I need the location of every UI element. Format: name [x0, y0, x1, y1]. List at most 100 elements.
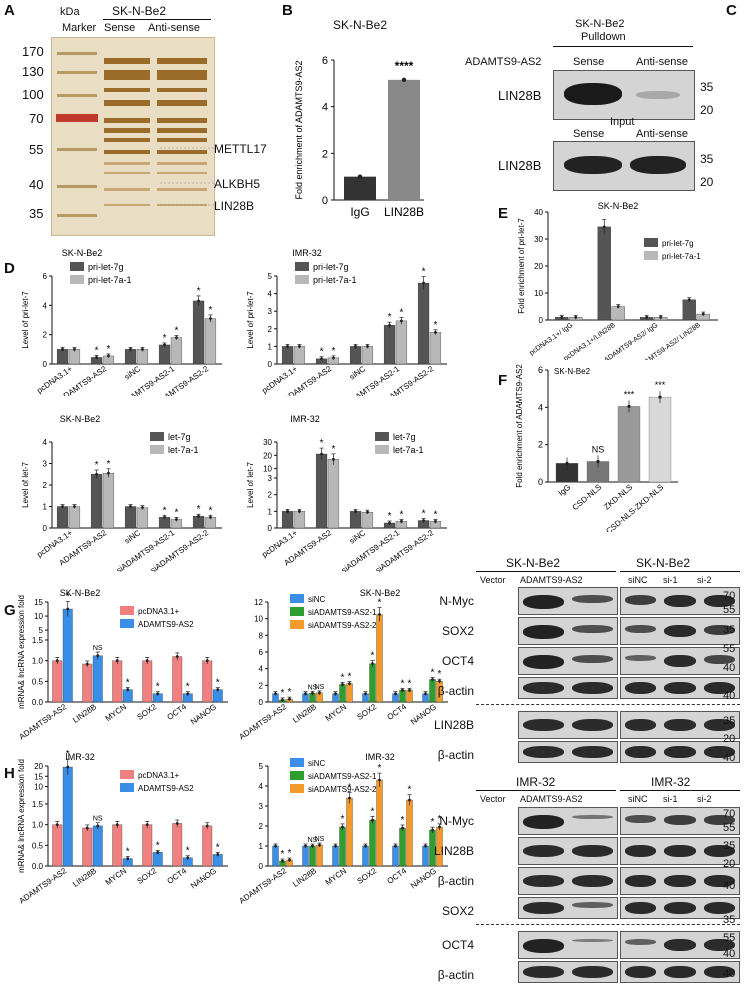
bar [617, 406, 641, 483]
blot-row-name: LIN28B [433, 844, 474, 858]
legend-swatch [290, 607, 304, 616]
data-point [115, 823, 119, 827]
blot-band [703, 625, 735, 635]
x-tick-label: ADAMTS9-AS2 [237, 702, 288, 742]
y-axis-label: Level of let-7 [21, 462, 30, 508]
y-tick-label: 1 [268, 342, 273, 351]
wb-bot-lane-adamts: ADAMTS9-AS2 [520, 794, 583, 804]
data-point [85, 662, 89, 666]
y-tick-label: 2 [322, 148, 328, 160]
legend-swatch [290, 594, 304, 603]
data-point [341, 825, 344, 829]
bar [281, 511, 294, 529]
data-point [274, 844, 277, 848]
data-point [408, 798, 411, 802]
x-tick-label: NANOG [189, 866, 218, 890]
legend-label: siADAMTS9-AS2-2 [308, 621, 377, 630]
blot-strip [620, 617, 740, 645]
bar [362, 845, 369, 867]
x-tick-label: NANOG [189, 702, 218, 726]
legend-label: siADAMTS9-AS2-1 [308, 772, 377, 781]
y-tick-label: 0 [539, 316, 544, 325]
y-tick-label: 4 [259, 782, 264, 791]
data-point [311, 691, 314, 695]
bar [192, 300, 205, 365]
blot-band [625, 625, 657, 633]
blot-band [523, 655, 564, 669]
wb-top-right-title: SK-N-Be2 [636, 556, 691, 570]
blot-mw-label: 70 [723, 590, 736, 602]
y-tick-label: 0.0 [32, 862, 44, 871]
blot-mw-label: 40 [723, 690, 736, 702]
data-point [186, 692, 190, 696]
bar [399, 827, 406, 867]
data-point [163, 515, 166, 519]
blot-strip [518, 741, 618, 763]
y-tick-label: 4 [43, 301, 48, 310]
data-point [73, 347, 76, 351]
significance-mark: * [408, 785, 412, 796]
blot-mw-label: 40 [723, 880, 736, 892]
x-tick-label: SOX2 [136, 866, 159, 886]
blot-row-name: N-Myc [439, 814, 474, 828]
gel-bands [56, 52, 207, 217]
blot-band [625, 682, 657, 694]
significance-mark: * [174, 325, 178, 336]
y-tick-label: 0 [259, 862, 264, 871]
significance-mark: * [95, 460, 99, 471]
legend-swatch [644, 238, 658, 247]
data-point [332, 457, 335, 461]
significance-mark: * [163, 505, 167, 516]
blot-row-name: β-actin [437, 874, 474, 888]
panel-c-lane-sense: Sense [573, 56, 605, 68]
panel-e-label: E [498, 205, 509, 222]
blot-band [664, 875, 696, 887]
panel-b-label: B [282, 2, 293, 19]
blot-band [523, 815, 564, 829]
blot-mw-label: 40 [723, 662, 736, 674]
blot-band [625, 815, 657, 823]
blot-strip [620, 837, 740, 865]
y-tick-label: 4 [259, 665, 264, 674]
data-point [141, 347, 144, 351]
data-point [334, 844, 337, 848]
bar [56, 506, 69, 529]
legend-label: pri-let-7g [313, 262, 349, 272]
blot-mw-label: 40 [723, 948, 736, 960]
data-point [687, 298, 691, 302]
data-point [216, 688, 220, 691]
blot-band [664, 815, 696, 825]
significance-mark: * [174, 507, 178, 518]
blot-band [703, 595, 735, 607]
data-point [197, 299, 200, 303]
data-point [354, 345, 357, 348]
significance-mark: * [186, 846, 190, 857]
blot-strip [620, 647, 740, 675]
legend-swatch [290, 784, 304, 793]
blot-band [625, 902, 657, 914]
bar [52, 824, 63, 867]
y-tick-label: 1 [43, 503, 48, 512]
y-tick-label: 2 [43, 481, 48, 490]
blot-band [572, 845, 613, 857]
lane-sense-label: Sense [104, 22, 136, 34]
data-point [422, 281, 425, 285]
blot-band [523, 746, 564, 758]
legend-swatch [120, 606, 134, 615]
chart-title: IMR-32 [365, 752, 395, 762]
blot-mw-label: 20 [723, 858, 736, 870]
data-point [175, 336, 178, 339]
wb-top-right-line [620, 571, 740, 572]
bar [124, 349, 137, 365]
data-point [424, 844, 427, 848]
bar [344, 176, 376, 200]
significance-mark: NS [592, 444, 605, 454]
panel-a-title-line [103, 19, 211, 20]
data-point [216, 853, 220, 856]
blot-band [572, 939, 613, 942]
legend-label: let-7a-1 [168, 445, 199, 455]
data-point [394, 692, 397, 696]
significance-mark: * [156, 682, 160, 693]
wb-bot-lane-si1: si-1 [663, 794, 678, 804]
data-point [107, 354, 110, 358]
